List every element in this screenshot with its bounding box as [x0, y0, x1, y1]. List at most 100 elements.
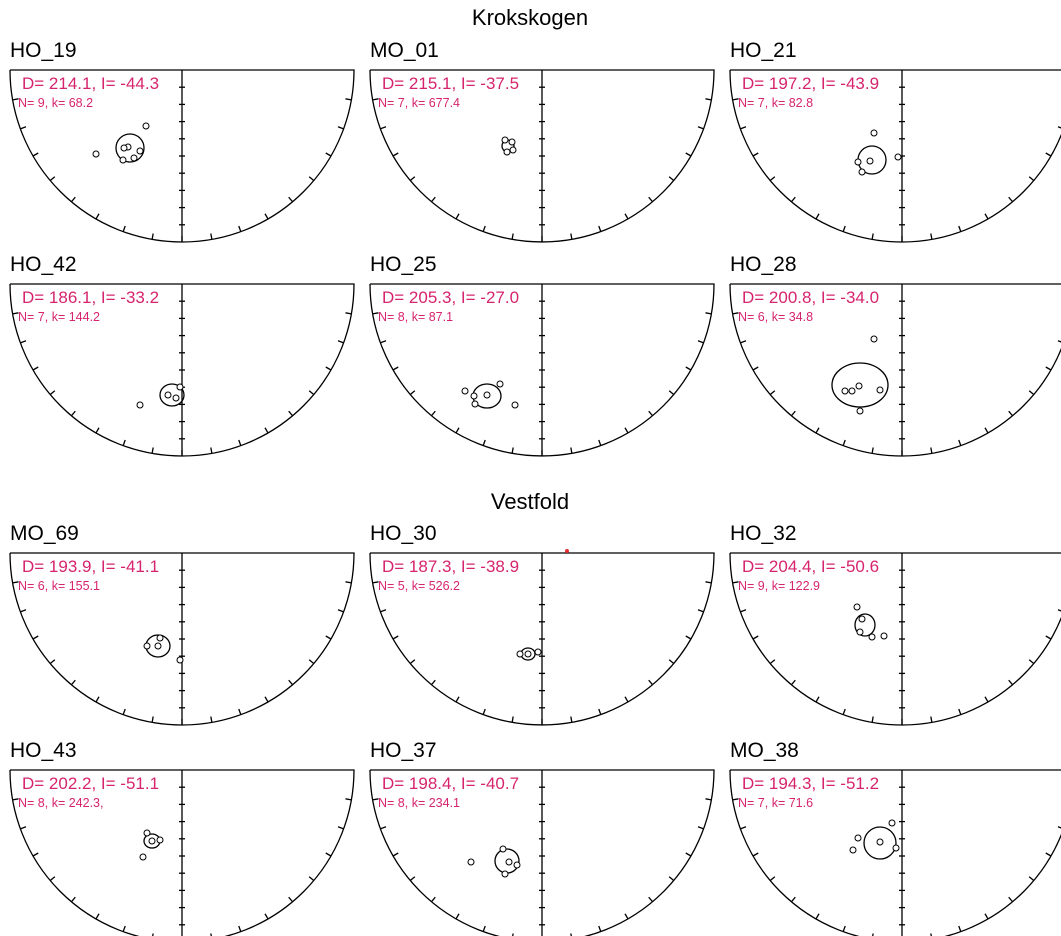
net-tick [455, 913, 460, 920]
net-tick [95, 913, 100, 920]
group-title: Vestfold [491, 489, 569, 514]
sample-direction [870, 335, 878, 343]
net-tick [740, 126, 747, 130]
net-tick [12, 798, 19, 801]
sample-direction [876, 838, 884, 846]
net-tick [325, 635, 332, 640]
net-tick [958, 708, 962, 715]
net-tick [752, 366, 759, 371]
net-tick [32, 366, 39, 371]
net-tick [624, 213, 629, 220]
net-tick [409, 176, 416, 182]
sample-direction [148, 837, 156, 845]
net-tick [70, 410, 76, 417]
panel-name: HO_30 [370, 522, 437, 545]
net-tick [392, 366, 399, 371]
net-tick [705, 312, 712, 315]
sample-direction [143, 642, 151, 650]
mean-direction: D= 214.1, I= -44.3 [22, 74, 159, 93]
statistics: N= 5, k= 526.2 [378, 579, 460, 593]
confidence-ellipse [854, 613, 876, 637]
net-tick [685, 852, 692, 857]
net-tick [1008, 196, 1014, 203]
panel-name: MO_38 [730, 739, 799, 762]
net-tick [380, 126, 387, 130]
net-tick [769, 876, 776, 882]
mean-direction: D= 205.3, I= -27.0 [382, 288, 519, 307]
net-tick [769, 176, 776, 182]
mean-direction: D= 202.2, I= -51.1 [22, 774, 159, 793]
net-tick [288, 679, 294, 686]
sample-direction [516, 650, 524, 658]
confidence-ellipse [159, 383, 185, 407]
net-tick [648, 679, 654, 686]
sample-direction [156, 634, 164, 642]
net-tick [511, 233, 514, 240]
sample-direction [509, 146, 517, 154]
net-tick [151, 716, 154, 723]
sample-direction [894, 153, 902, 161]
net-tick [49, 390, 56, 396]
net-tick [238, 708, 242, 715]
net-tick [790, 196, 796, 203]
net-tick [705, 98, 712, 101]
net-tick [815, 696, 820, 703]
net-tick [842, 925, 846, 932]
net-tick [49, 659, 56, 665]
net-tick [871, 233, 874, 240]
sample-direction [501, 870, 509, 878]
net-tick [740, 340, 747, 344]
confidence-ellipse [831, 362, 889, 408]
net-tick [12, 312, 19, 315]
net-tick [1028, 176, 1035, 182]
confidence-ellipse [115, 133, 145, 163]
net-tick [210, 233, 213, 240]
statistics: N= 8, k= 87.1 [378, 310, 453, 324]
net-tick [930, 933, 932, 936]
sample-direction [139, 853, 147, 861]
net-tick [20, 126, 27, 130]
sample-direction [876, 386, 884, 394]
sample-direction [848, 387, 856, 395]
net-tick [122, 925, 126, 932]
net-tick [308, 176, 315, 182]
net-tick [842, 225, 846, 232]
net-tick [685, 152, 692, 157]
net-tick [732, 98, 739, 101]
net-tick [151, 447, 154, 454]
net-tick [752, 852, 759, 857]
sample-direction [892, 844, 900, 852]
net-tick [238, 925, 242, 932]
net-tick [95, 696, 100, 703]
net-tick [372, 98, 379, 101]
net-tick [598, 439, 602, 446]
net-tick [668, 876, 675, 882]
net-outline [9, 769, 355, 936]
net-tick [668, 176, 675, 182]
net-tick [769, 659, 776, 665]
statistics: N= 7, k= 144.2 [18, 310, 100, 324]
net-tick [430, 896, 436, 903]
sample-direction [856, 628, 864, 636]
panel-name: MO_69 [10, 522, 79, 545]
net-tick [380, 340, 387, 344]
net-tick [871, 716, 874, 723]
net-outline [369, 69, 715, 243]
statistics: N= 6, k= 34.8 [738, 310, 813, 324]
net-tick [308, 390, 315, 396]
panel-name: HO_21 [730, 39, 797, 62]
net-tick [511, 447, 514, 454]
net-tick [1045, 152, 1052, 157]
sample-direction [119, 156, 127, 164]
net-tick [95, 427, 100, 434]
net-tick [288, 196, 294, 203]
sample-direction [511, 401, 519, 409]
net-tick [337, 826, 344, 830]
sample-direction [156, 836, 164, 844]
net-tick [20, 826, 27, 830]
net-tick [958, 439, 962, 446]
sample-direction [870, 129, 878, 137]
net-tick [624, 696, 629, 703]
